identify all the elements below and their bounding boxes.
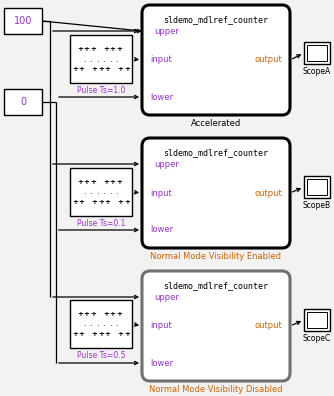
Bar (70, 168, 132, 216)
Text: +: + (77, 311, 83, 317)
FancyBboxPatch shape (142, 138, 290, 248)
Text: +: + (98, 331, 104, 337)
Text: +: + (77, 46, 83, 52)
Text: +: + (103, 311, 109, 317)
Text: +: + (92, 199, 98, 205)
Text: Pulse Ts=0.5: Pulse Ts=0.5 (77, 351, 125, 360)
Text: +: + (124, 66, 130, 72)
Text: output: output (254, 322, 282, 331)
Text: upper: upper (154, 27, 179, 36)
Text: +: + (103, 46, 109, 52)
Text: +: + (78, 331, 85, 337)
Text: .: . (115, 187, 118, 196)
Text: input: input (150, 188, 172, 198)
Text: +: + (98, 199, 104, 205)
Text: 100: 100 (14, 16, 32, 26)
Text: .: . (89, 55, 92, 63)
Text: .: . (109, 55, 111, 63)
Text: .: . (89, 187, 92, 196)
Bar (70, 300, 132, 348)
Text: .: . (83, 187, 85, 196)
Text: +: + (124, 331, 130, 337)
Text: +: + (124, 199, 130, 205)
Text: .: . (102, 55, 105, 63)
Text: +: + (92, 331, 98, 337)
Bar (4, 89, 42, 115)
Text: .: . (89, 320, 92, 329)
Bar (307, 45, 327, 61)
Text: +: + (118, 331, 124, 337)
Text: +: + (72, 331, 78, 337)
Text: input: input (150, 55, 172, 65)
Text: .: . (109, 320, 111, 329)
Bar (70, 35, 132, 83)
Text: +: + (116, 179, 122, 185)
Text: +: + (78, 66, 85, 72)
Text: .: . (96, 320, 98, 329)
Text: sldemo_mdlref_counter: sldemo_mdlref_counter (164, 281, 269, 290)
Text: +: + (72, 66, 78, 72)
Text: +: + (110, 46, 116, 52)
Text: +: + (84, 311, 90, 317)
Text: +: + (116, 311, 122, 317)
Text: upper: upper (154, 293, 179, 302)
Text: .: . (96, 55, 98, 63)
Bar (304, 176, 330, 198)
Bar (4, 8, 42, 34)
Text: sldemo_mdlref_counter: sldemo_mdlref_counter (164, 148, 269, 157)
Text: +: + (98, 66, 104, 72)
Text: +: + (118, 66, 124, 72)
Text: +: + (110, 179, 116, 185)
Text: ScopeB: ScopeB (303, 201, 331, 210)
Text: +: + (84, 46, 90, 52)
Text: +: + (116, 46, 122, 52)
Text: ScopeC: ScopeC (303, 334, 331, 343)
Text: +: + (78, 199, 85, 205)
Text: lower: lower (150, 93, 173, 101)
Bar (307, 312, 327, 328)
Text: +: + (118, 199, 124, 205)
Text: .: . (83, 55, 85, 63)
Text: .: . (102, 320, 105, 329)
Text: Normal Mode Visibility Enabled: Normal Mode Visibility Enabled (151, 252, 282, 261)
Text: Pulse Ts=1.0: Pulse Ts=1.0 (77, 86, 125, 95)
Text: output: output (254, 55, 282, 65)
Text: +: + (90, 46, 96, 52)
Text: +: + (105, 331, 111, 337)
FancyBboxPatch shape (142, 271, 290, 381)
Text: ScopeA: ScopeA (303, 67, 331, 76)
Text: output: output (254, 188, 282, 198)
FancyBboxPatch shape (142, 5, 290, 115)
Text: +: + (77, 179, 83, 185)
Text: sldemo_mdlref_counter: sldemo_mdlref_counter (164, 15, 269, 24)
Text: +: + (84, 179, 90, 185)
Text: upper: upper (154, 160, 179, 169)
Bar (304, 42, 330, 64)
Bar (307, 179, 327, 195)
Text: .: . (115, 55, 118, 63)
Text: .: . (96, 187, 98, 196)
Text: lower: lower (150, 225, 173, 234)
Text: Accelerated: Accelerated (191, 119, 241, 128)
Text: Pulse Ts=0.1: Pulse Ts=0.1 (77, 219, 125, 228)
Text: +: + (105, 199, 111, 205)
Text: +: + (92, 66, 98, 72)
Text: +: + (103, 179, 109, 185)
Text: input: input (150, 322, 172, 331)
Text: 0: 0 (20, 97, 26, 107)
Text: +: + (105, 66, 111, 72)
Text: .: . (109, 187, 111, 196)
Bar (304, 309, 330, 331)
Text: .: . (102, 187, 105, 196)
Text: .: . (115, 320, 118, 329)
Text: +: + (110, 311, 116, 317)
Text: lower: lower (150, 358, 173, 367)
Text: +: + (90, 311, 96, 317)
Text: +: + (90, 179, 96, 185)
Text: Normal Mode Visibility Disabled: Normal Mode Visibility Disabled (149, 385, 283, 394)
Text: .: . (83, 320, 85, 329)
Text: +: + (72, 199, 78, 205)
